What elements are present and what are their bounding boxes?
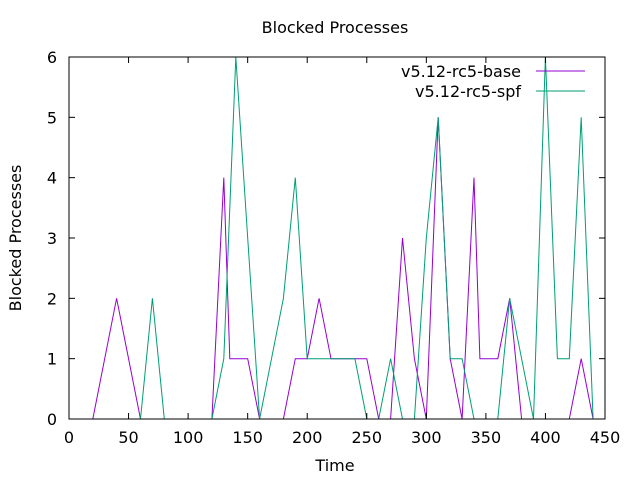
series-line-1 xyxy=(92,117,594,420)
y-tick-label: 0 xyxy=(47,410,57,429)
series-line-2 xyxy=(140,56,594,420)
y-tick-label: 6 xyxy=(47,48,57,67)
x-tick-label: 150 xyxy=(232,428,263,447)
y-tick-label: 4 xyxy=(47,169,57,188)
x-tick-label: 250 xyxy=(352,428,383,447)
y-tick-label: 2 xyxy=(47,289,57,308)
chart-title: Blocked Processes xyxy=(262,18,409,37)
y-tick-label: 3 xyxy=(47,229,57,248)
x-tick-label: 0 xyxy=(64,428,74,447)
x-tick-label: 400 xyxy=(530,428,561,447)
legend-label-1: v5.12-rc5-base xyxy=(401,62,521,81)
x-tick-label: 100 xyxy=(173,428,204,447)
x-tick-label: 450 xyxy=(590,428,621,447)
legend-label-2: v5.12-rc5-spf xyxy=(415,82,521,101)
y-tick-label: 5 xyxy=(47,108,57,127)
axis-ticks: 0 50 100 150 200 250 300 350 400 450 0 1 2 3 4 5 6 xyxy=(47,48,620,447)
y-axis-label: Blocked Processes xyxy=(6,165,25,312)
x-tick-label: 200 xyxy=(292,428,323,447)
plot-lines xyxy=(92,56,594,420)
plot-frame xyxy=(68,56,606,420)
x-tick-label: 300 xyxy=(411,428,442,447)
x-tick-label: 50 xyxy=(118,428,138,447)
x-axis-label: Time xyxy=(314,456,354,475)
x-tick-label: 350 xyxy=(471,428,502,447)
y-tick-label: 1 xyxy=(47,350,57,369)
